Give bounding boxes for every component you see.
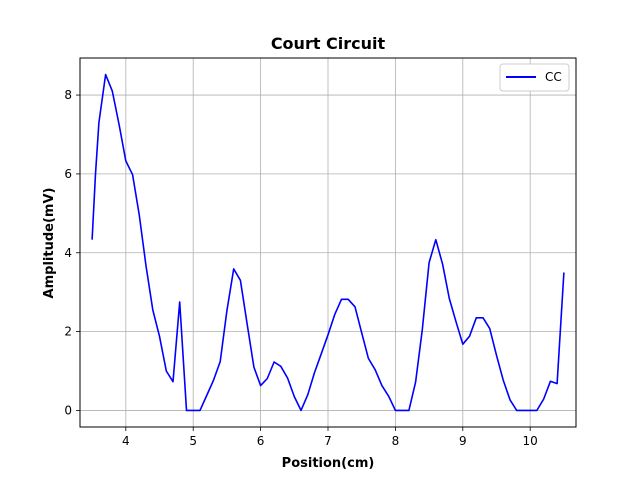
chart-title: Court Circuit bbox=[271, 34, 386, 53]
y-tick-label: 0 bbox=[64, 403, 72, 417]
legend: CC bbox=[499, 63, 570, 92]
x-tick-label: 8 bbox=[392, 434, 400, 448]
y-axis-ticks: 0 2 4 6 8 bbox=[64, 88, 80, 417]
grid bbox=[80, 58, 576, 427]
x-axis-label: Position(cm) bbox=[282, 456, 375, 471]
y-axis-label: Amplitude(mV) bbox=[42, 188, 57, 299]
x-axis-ticks: 4 5 6 7 8 9 10 bbox=[122, 427, 538, 448]
y-tick-label: 2 bbox=[64, 325, 72, 339]
x-tick-label: 7 bbox=[324, 434, 332, 448]
plot-area bbox=[91, 73, 565, 412]
x-tick-label: 6 bbox=[257, 434, 265, 448]
legend-label-cc: CC bbox=[545, 70, 562, 84]
x-tick-label: 10 bbox=[523, 434, 538, 448]
x-tick-label: 5 bbox=[189, 434, 197, 448]
y-tick-label: 8 bbox=[64, 88, 72, 102]
y-tick-label: 4 bbox=[64, 246, 72, 260]
x-tick-label: 4 bbox=[122, 434, 130, 448]
series-line-cc bbox=[91, 73, 565, 412]
x-tick-label: 9 bbox=[459, 434, 467, 448]
y-tick-label: 6 bbox=[64, 167, 72, 181]
